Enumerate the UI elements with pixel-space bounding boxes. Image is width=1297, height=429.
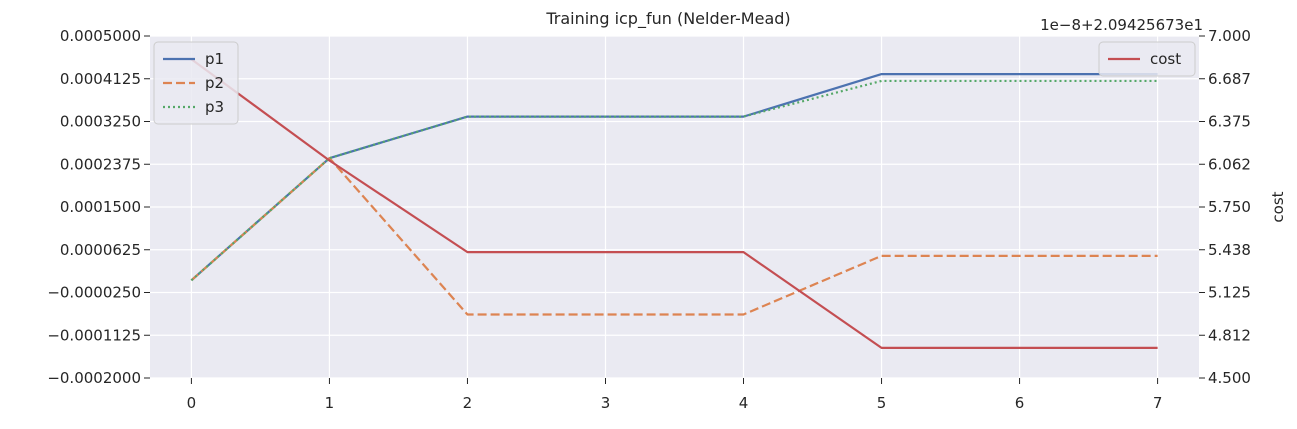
- x-tick-label: 1: [325, 394, 335, 412]
- right-y-tick-label: 4.500: [1208, 369, 1251, 387]
- x-tick-label: 0: [187, 394, 197, 412]
- series-layer: [190, 58, 1158, 350]
- axis-layer: 0 1 2 3 4 5 6 7 −0.0002000 −0.0001125 −0.0000250 0.…: [47, 27, 1251, 412]
- legend-left-label-p2: p2: [205, 74, 224, 92]
- left-y-tick-label: 0.0005000: [60, 27, 141, 45]
- series-p3-line: [190, 79, 1158, 282]
- left-y-tick-label: −0.0000250: [47, 284, 141, 302]
- left-y-tick-label: −0.0002000: [47, 369, 141, 387]
- legend-right-label-cost: cost: [1150, 50, 1181, 68]
- legend-left-label-p1: p1: [205, 50, 224, 68]
- right-y-tick-label: 5.438: [1208, 241, 1251, 259]
- left-y-tick-label: 0.0001500: [60, 198, 141, 216]
- x-tick-label: 7: [1153, 394, 1163, 412]
- right-y-tick-label: 7.000: [1208, 27, 1251, 45]
- legend-left-box: [153, 41, 239, 125]
- left-y-tick-label: −0.0001125: [47, 326, 141, 344]
- right-y-tick-label: 6.062: [1208, 155, 1251, 173]
- grid-layer: [150, 35, 1199, 379]
- right-axis-offset-text: 1e−8+2.09425673e1: [1040, 16, 1203, 34]
- legend-right-box: [1098, 41, 1196, 77]
- right-y-tick-label: 5.750: [1208, 198, 1251, 216]
- left-y-tick-label: 0.0002375: [60, 155, 141, 173]
- right-y-tick-label: 4.812: [1208, 326, 1251, 344]
- x-tick-label: 5: [877, 394, 887, 412]
- right-y-tick-label: 6.687: [1208, 70, 1251, 88]
- x-tick-label: 6: [1015, 394, 1025, 412]
- chart-title: Training icp_fun (Nelder-Mead): [545, 9, 790, 29]
- x-tick-label: 2: [463, 394, 473, 412]
- right-y-tick-label: 6.375: [1208, 113, 1251, 131]
- right-axis-label: cost: [1269, 191, 1287, 222]
- legend-left-label-p3: p3: [205, 98, 224, 116]
- left-y-tick-label: 0.0003250: [60, 113, 141, 131]
- x-tick-label: 4: [739, 394, 749, 412]
- series-cost-line: [190, 58, 1158, 350]
- series-p2-line: [190, 157, 1158, 316]
- left-y-tick-label: 0.0000625: [60, 241, 141, 259]
- x-tick-label: 3: [601, 394, 611, 412]
- left-y-tick-label: 0.0004125: [60, 70, 141, 88]
- legend-right: cost: [1098, 41, 1196, 77]
- legend-left: p1 p2 p3: [153, 41, 239, 125]
- right-y-tick-label: 5.125: [1208, 284, 1251, 302]
